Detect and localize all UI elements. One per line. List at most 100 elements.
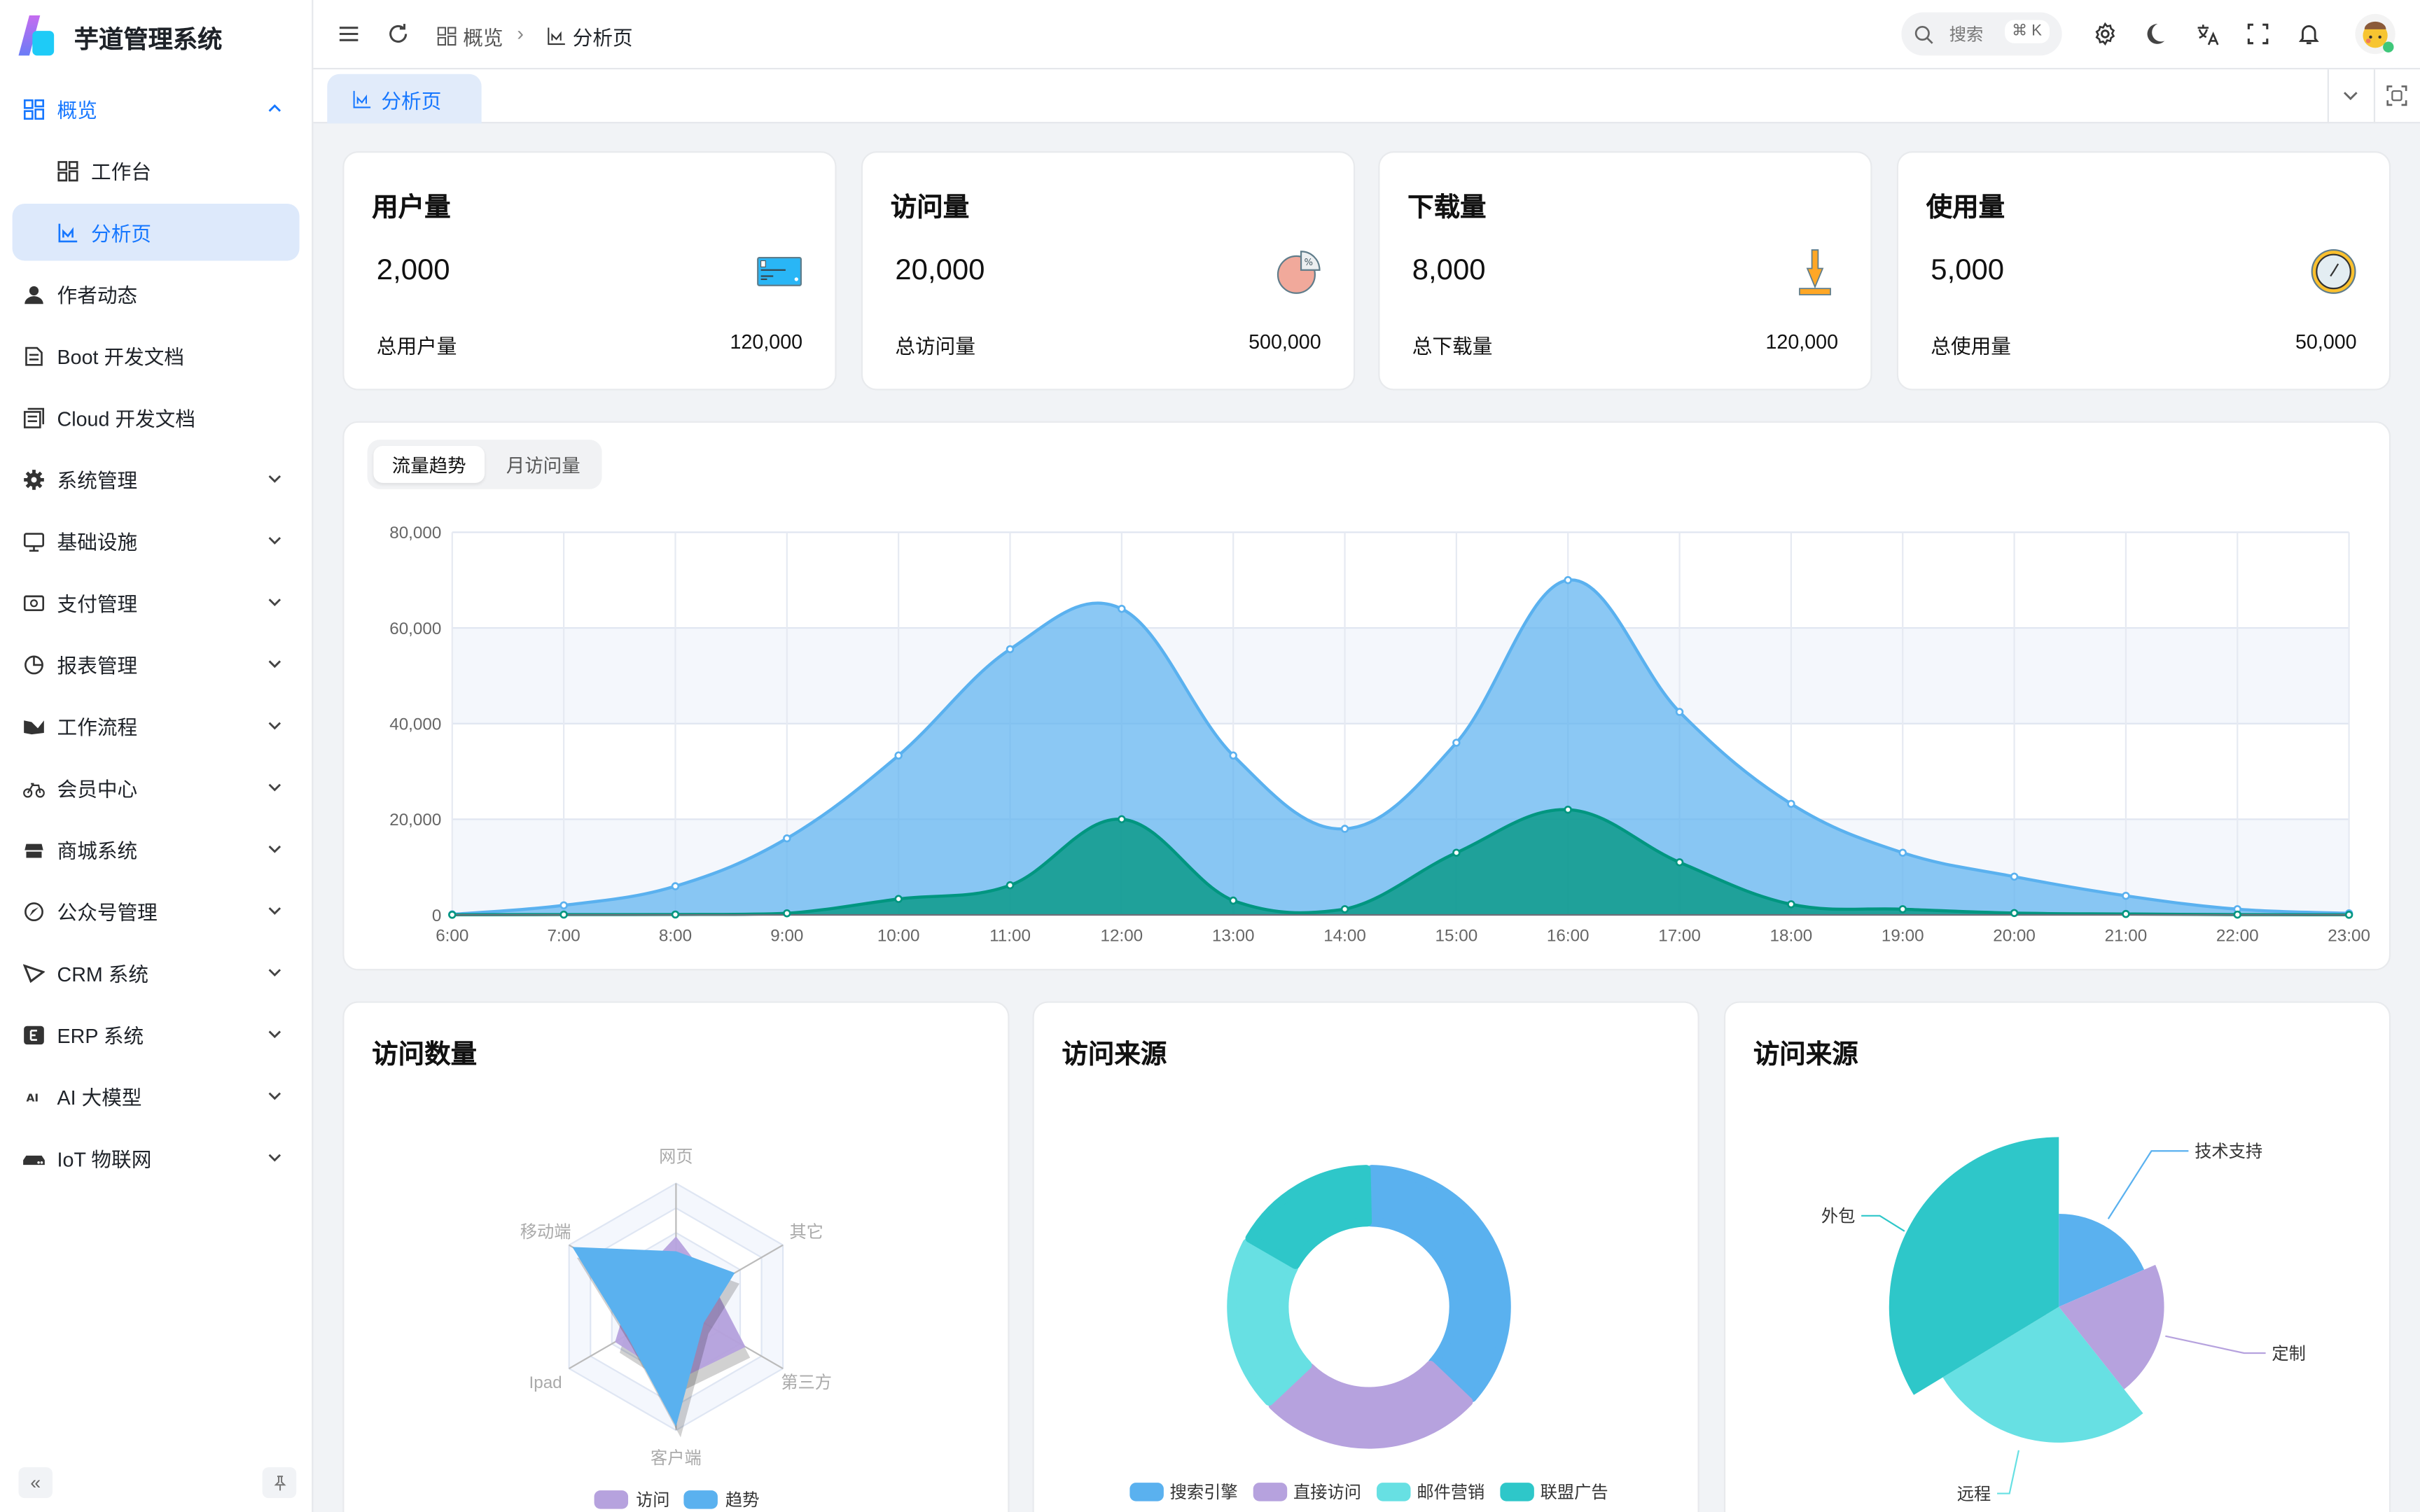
slice-label: 外包: [1821, 1208, 1855, 1226]
donut-slice[interactable]: [1227, 1238, 1312, 1406]
sidebar-item-16[interactable]: AI AI 大模型: [13, 1068, 300, 1125]
legend-label[interactable]: 直接访问: [1293, 1483, 1361, 1502]
radar-series-1[interactable]: [572, 1247, 735, 1427]
data-point[interactable]: [2010, 872, 2019, 881]
data-point[interactable]: [448, 911, 457, 919]
data-point[interactable]: [894, 751, 903, 760]
sidebar-item-4[interactable]: Boot 开发文档: [13, 327, 300, 384]
chevron-down-icon: [268, 722, 281, 730]
moon-icon[interactable]: [2142, 20, 2170, 48]
breadcrumb-analysis[interactable]: 分析页: [546, 22, 633, 51]
stat-title: 使用量: [1926, 192, 2005, 223]
data-point[interactable]: [1898, 905, 1907, 913]
data-point[interactable]: [559, 910, 568, 919]
legend-label[interactable]: 联盟广告: [1541, 1483, 1608, 1502]
data-point[interactable]: [1675, 858, 1684, 867]
data-point[interactable]: [671, 910, 680, 919]
donut-slice[interactable]: [1365, 1165, 1511, 1402]
y-tick-label: 20,000: [389, 811, 441, 830]
data-point[interactable]: [1787, 900, 1795, 909]
sidebar-item-7[interactable]: 基础设施: [13, 512, 300, 570]
fullscreen-icon[interactable]: [2244, 20, 2272, 48]
tab-monthly-visits[interactable]: 月访问量: [506, 454, 580, 476]
sidebar-item-13[interactable]: 公众号管理: [13, 883, 300, 940]
tab-more-chevron-down-icon[interactable]: [2339, 85, 2361, 106]
data-point[interactable]: [1118, 815, 1126, 824]
data-point[interactable]: [1898, 848, 1907, 857]
collapse-sidebar-button[interactable]: «: [18, 1467, 53, 1499]
y-tick-label: 40,000: [389, 715, 441, 734]
data-point[interactable]: [1675, 708, 1684, 716]
sidebar-item-label: 概览: [57, 99, 97, 122]
data-point[interactable]: [1006, 645, 1015, 654]
sidebar-item-17[interactable]: IoT 物联网: [13, 1129, 300, 1186]
stat-card-0: 用户量 2,000 总用户量 120,000: [342, 150, 837, 391]
legend-label[interactable]: 访问: [636, 1491, 669, 1510]
maximize-content-icon[interactable]: [2386, 85, 2408, 106]
data-point[interactable]: [1787, 799, 1795, 808]
donut-slice[interactable]: [1268, 1361, 1473, 1449]
data-point[interactable]: [671, 882, 680, 890]
legend-label[interactable]: 趋势: [725, 1491, 759, 1510]
sidebar-item-label: 会员中心: [57, 777, 138, 801]
header: 概览 › 分析页 搜索 ⌘ K: [313, 0, 2420, 70]
breadcrumb-overview[interactable]: 概览: [437, 22, 503, 51]
sidebar-item-15[interactable]: ERP 系统: [13, 1006, 300, 1063]
data-point[interactable]: [2122, 891, 2130, 900]
search-button[interactable]: 搜索 ⌘ K: [1901, 12, 2062, 56]
sidebar-item-11[interactable]: 会员中心: [13, 759, 300, 816]
data-point[interactable]: [1118, 604, 1126, 613]
rose-slice[interactable]: [2059, 1213, 2145, 1307]
data-point[interactable]: [1340, 905, 1349, 913]
legend-swatch[interactable]: [683, 1490, 718, 1509]
rose-slice[interactable]: [1889, 1137, 2059, 1395]
legend-swatch[interactable]: [1129, 1483, 1164, 1502]
data-point[interactable]: [2344, 911, 2353, 919]
legend-swatch[interactable]: [1377, 1483, 1411, 1502]
sidebar-item-1[interactable]: 工作台: [13, 142, 300, 200]
sidebar-item-2[interactable]: 分析页: [12, 203, 300, 261]
refresh-icon[interactable]: [384, 20, 412, 48]
sidebar-item-14[interactable]: CRM 系统: [13, 944, 300, 1002]
data-point[interactable]: [1340, 825, 1349, 833]
avatar[interactable]: [2355, 13, 2395, 55]
data-point[interactable]: [1229, 751, 1237, 760]
data-point[interactable]: [894, 895, 903, 903]
tab-traffic-trend[interactable]: 流量趋势: [373, 445, 485, 483]
data-point[interactable]: [2010, 909, 2019, 918]
translate-icon[interactable]: [2193, 20, 2221, 48]
data-point[interactable]: [1564, 576, 1572, 584]
data-point[interactable]: [2122, 909, 2130, 918]
legend-swatch[interactable]: [1500, 1483, 1534, 1502]
sidebar-item-3[interactable]: 作者动态: [13, 265, 300, 323]
data-point[interactable]: [2233, 910, 2241, 919]
bell-icon[interactable]: [2295, 20, 2323, 48]
data-point[interactable]: [783, 834, 791, 843]
data-point[interactable]: [1564, 805, 1572, 814]
sidebar-item-0[interactable]: 概览: [13, 80, 300, 138]
data-point[interactable]: [1006, 881, 1015, 890]
legend-label[interactable]: 搜索引擎: [1170, 1483, 1238, 1502]
sidebar-item-6[interactable]: 系统管理: [13, 451, 300, 508]
settings-gear-icon[interactable]: [2092, 20, 2120, 48]
menu-toggle-icon[interactable]: [335, 20, 363, 48]
data-point[interactable]: [1229, 896, 1237, 905]
tab-analysis[interactable]: 分析页: [327, 74, 482, 124]
sidebar-item-9[interactable]: 报表管理: [13, 636, 300, 693]
sidebar-item-12[interactable]: 商城系统: [13, 821, 300, 878]
donut-slice[interactable]: [1245, 1165, 1372, 1269]
legend-swatch[interactable]: [1253, 1483, 1288, 1502]
rose-slice[interactable]: [1942, 1306, 2143, 1443]
data-point[interactable]: [783, 909, 791, 918]
data-point[interactable]: [1452, 848, 1461, 857]
legend-label[interactable]: 邮件营销: [1417, 1483, 1484, 1502]
sidebar-item-5[interactable]: Cloud 开发文档: [13, 388, 300, 446]
radar-indicator-label: Ipad: [529, 1373, 562, 1392]
data-point[interactable]: [559, 901, 568, 910]
data-point[interactable]: [1452, 738, 1461, 747]
legend-swatch[interactable]: [594, 1490, 629, 1509]
rose-slice[interactable]: [2059, 1264, 2164, 1390]
pin-sidebar-button[interactable]: [262, 1467, 297, 1499]
sidebar-item-8[interactable]: 支付管理: [13, 574, 300, 631]
sidebar-item-10[interactable]: 工作流程: [13, 697, 300, 755]
